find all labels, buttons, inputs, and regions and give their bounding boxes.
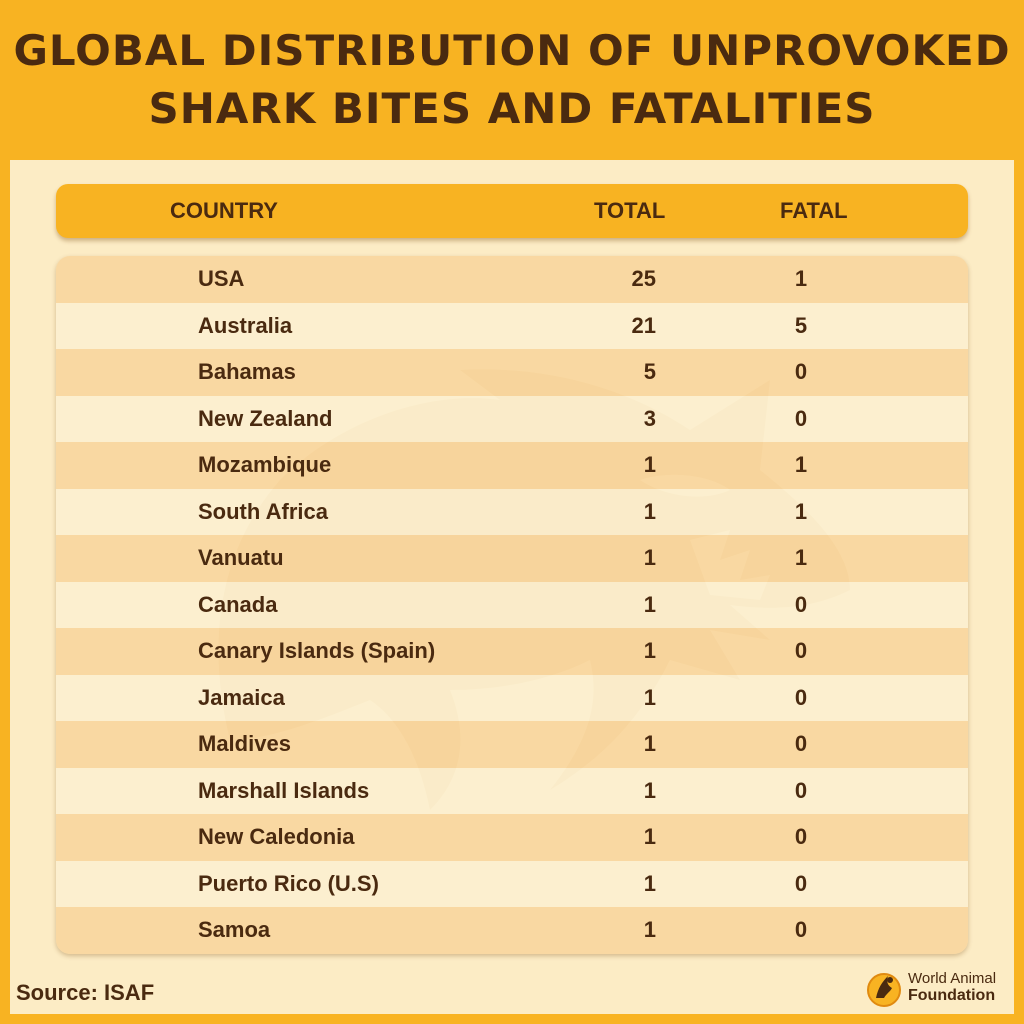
cell-fatal: 0 xyxy=(794,591,808,617)
cell-total: 1 xyxy=(643,638,656,663)
cell-country: Puerto Rico (U.S) xyxy=(198,870,379,896)
cell-fatal: 1 xyxy=(794,452,808,477)
title-line-2: SHARK BITES AND FATALITIES xyxy=(148,84,876,133)
cell-country: USA xyxy=(198,266,245,291)
cell-total: 1 xyxy=(643,452,656,477)
logo: World Animal Foundation xyxy=(866,966,1016,1010)
cell-country: Mozambique xyxy=(198,452,332,477)
table-row: Bahamas 5 0 xyxy=(56,349,968,396)
cell-fatal: 0 xyxy=(794,359,808,384)
cell-fatal: 0 xyxy=(794,917,808,942)
cell-country: Jamaica xyxy=(198,684,285,710)
table-row: Mozambique 1 1 xyxy=(56,442,968,489)
cell-country: Bahamas xyxy=(198,359,296,384)
data-table: USA 25 1 Australia 21 5 Bahamas 5 0 New Zealand 3 0… xyxy=(56,256,968,954)
cell-country: New Zealand xyxy=(198,405,333,431)
cell-total: 21 xyxy=(631,312,656,338)
table-row: New Caledonia 1 0 xyxy=(56,814,968,861)
cell-total: 1 xyxy=(643,498,656,524)
table-row: USA 25 1 xyxy=(56,256,968,303)
cell-total: 3 xyxy=(643,405,656,431)
table-row: Canada 1 0 xyxy=(56,581,968,628)
column-header-fatal: FATAL xyxy=(780,198,848,223)
cell-fatal: 0 xyxy=(794,638,808,663)
cell-country: Canada xyxy=(198,591,278,617)
cell-country: Vanuatu xyxy=(198,545,284,570)
table-row: New Zealand 3 0 xyxy=(56,395,968,442)
cell-fatal: 1 xyxy=(794,545,808,570)
cell-fatal: 0 xyxy=(794,731,808,756)
table-row: South Africa 1 1 xyxy=(56,488,968,535)
cell-total: 1 xyxy=(643,777,656,803)
cell-country: Maldives xyxy=(198,731,291,756)
cell-fatal: 0 xyxy=(794,777,808,803)
title-line-1: GLOBAL DISTRIBUTION OF UNPROVOKED xyxy=(13,26,1011,75)
cell-country: New Caledonia xyxy=(198,824,355,849)
cell-total: 1 xyxy=(643,870,656,896)
cell-total: 1 xyxy=(643,917,656,942)
table-row: Maldives 1 0 xyxy=(56,721,968,768)
table-row: Vanuatu 1 1 xyxy=(56,535,968,582)
table-row: Australia 21 5 xyxy=(56,302,968,349)
cell-total: 1 xyxy=(643,824,656,849)
table-header: COUNTRY TOTAL FATAL xyxy=(56,184,968,238)
cell-total: 1 xyxy=(643,684,656,710)
table-row: Canary Islands (Spain) 1 0 xyxy=(56,628,968,675)
cell-total: 1 xyxy=(643,545,656,570)
table-row: Samoa 1 0 xyxy=(56,907,968,954)
cell-fatal: 0 xyxy=(794,684,808,710)
table-row: Puerto Rico (U.S) 1 0 xyxy=(56,860,968,907)
cell-total: 1 xyxy=(643,731,656,756)
table-row: Jamaica 1 0 xyxy=(56,674,968,721)
cell-country: South Africa xyxy=(198,498,328,524)
column-header-total: TOTAL xyxy=(594,198,666,223)
cell-fatal: 1 xyxy=(794,498,808,524)
source-note: Source: ISAF xyxy=(16,980,155,1005)
cell-country: Canary Islands (Spain) xyxy=(198,638,436,663)
column-header-country: COUNTRY xyxy=(170,198,278,223)
cell-total: 1 xyxy=(643,591,656,617)
cell-fatal: 0 xyxy=(794,824,808,849)
logo-text-line-2: Foundation xyxy=(908,987,996,1004)
cell-fatal: 5 xyxy=(794,312,808,338)
world-animal-foundation-logo-icon xyxy=(867,973,901,1007)
cell-fatal: 1 xyxy=(794,266,808,291)
title-block: GLOBAL DISTRIBUTION OF UNPROVOKED SHARK … xyxy=(0,0,1024,160)
table-row: Marshall Islands 1 0 xyxy=(56,767,968,814)
cell-total: 25 xyxy=(631,266,656,291)
logo-text-line-1: World Animal xyxy=(908,970,997,987)
cell-country: Marshall Islands xyxy=(198,777,370,803)
cell-fatal: 0 xyxy=(794,870,808,896)
cell-country: Australia xyxy=(198,312,293,338)
cell-fatal: 0 xyxy=(794,405,808,431)
cell-country: Samoa xyxy=(198,917,271,942)
cell-total: 5 xyxy=(643,359,656,384)
